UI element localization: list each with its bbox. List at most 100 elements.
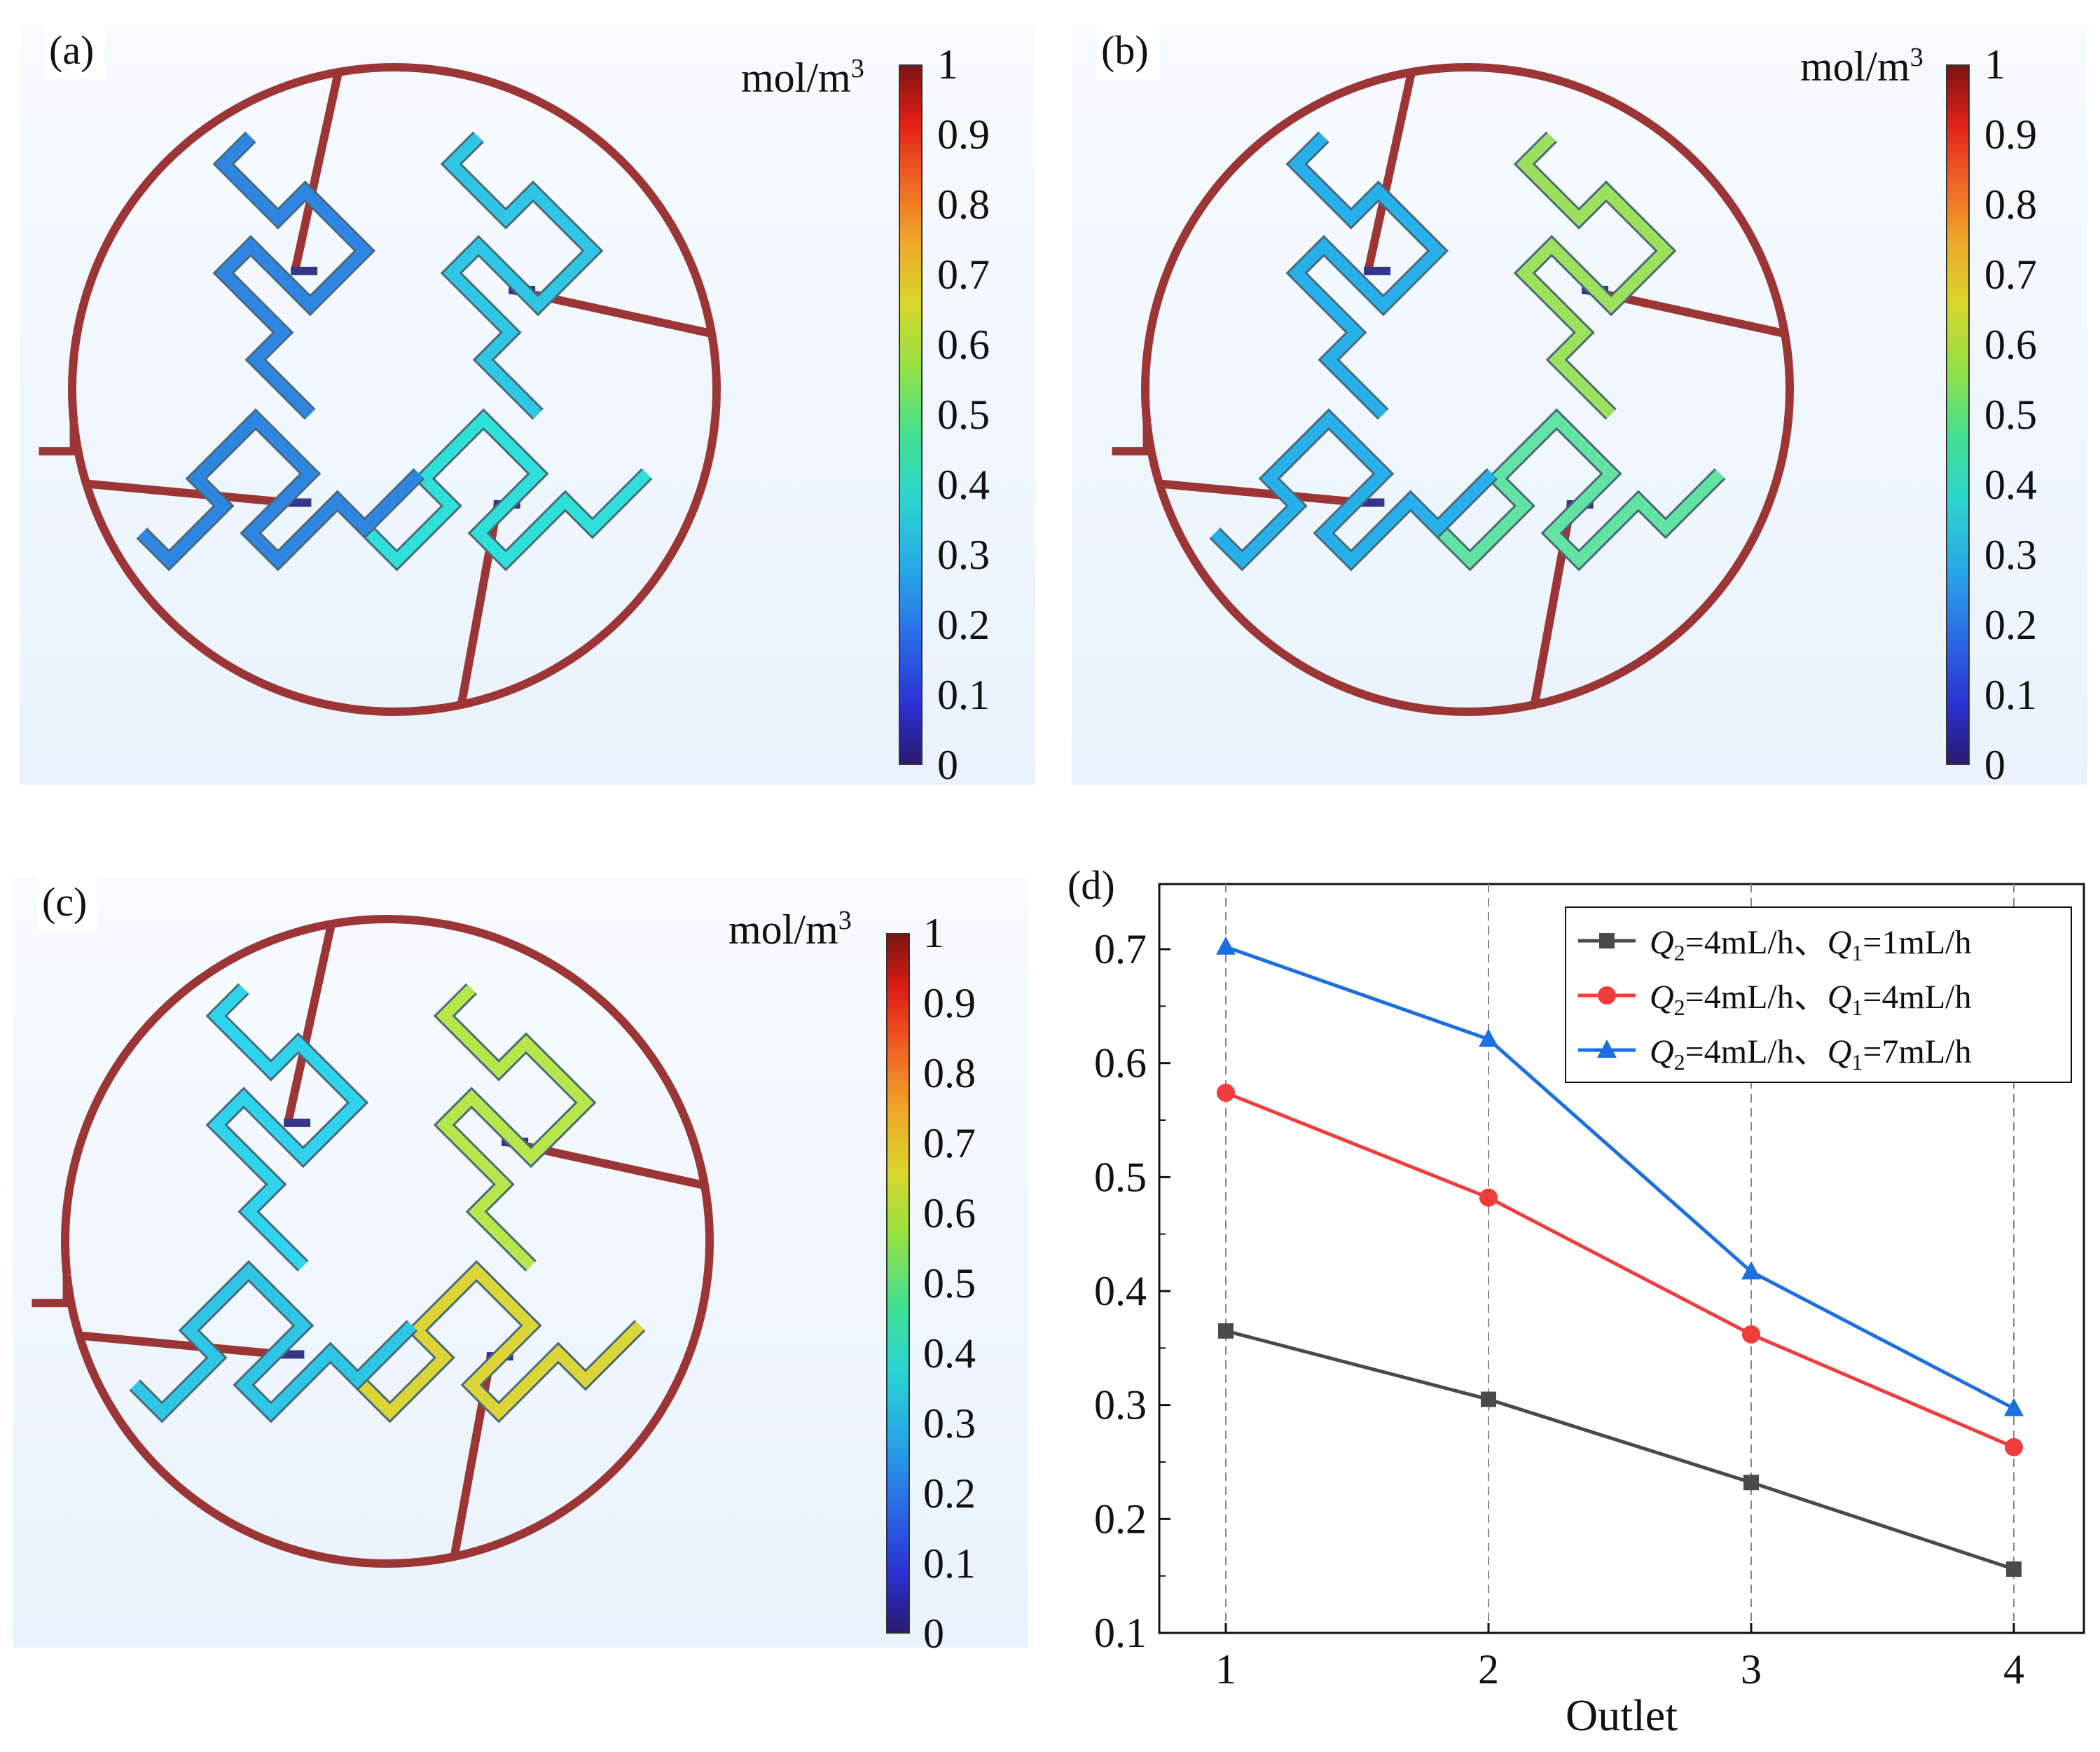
legend-label: Q2=4mL/h、Q1=7mL/h xyxy=(1650,1033,1971,1075)
colorbar-tick: 0 xyxy=(1984,742,2005,788)
spoke-channel xyxy=(291,71,343,273)
panel-c: (c) mol/m3 1 0.9 0.8 0.7 0.6 0.5 0.4 0.3 0.2 0.1 0 xyxy=(13,877,1028,1655)
colorbar-tick: 0.3 xyxy=(1984,532,2037,578)
serpentine-mixer xyxy=(1209,408,1498,572)
colorbar-tick: 0.8 xyxy=(1984,181,2037,228)
inlet-channel xyxy=(32,1275,71,1308)
inlet-channel xyxy=(1112,423,1152,456)
colorbar-tick: 0.8 xyxy=(923,1050,976,1096)
panel-label-a: (a) xyxy=(45,25,106,78)
serpentine-mixer xyxy=(440,131,604,420)
data-point xyxy=(1218,1323,1234,1339)
x-tick-label: 3 xyxy=(1741,1646,1762,1692)
colorbar-tick: 0.7 xyxy=(1984,251,2037,298)
panel-label-c: (c) xyxy=(38,877,99,930)
series-line xyxy=(1225,1091,2015,1449)
x-tick-label: 2 xyxy=(1478,1646,1499,1692)
simulation-b xyxy=(1112,63,1795,717)
spoke-channel xyxy=(78,1331,282,1359)
data-point xyxy=(1741,1261,1761,1280)
colorbar-tick: 0.7 xyxy=(937,251,990,298)
colorbar-unit-b: mol/m3 xyxy=(1800,43,1923,90)
outer-ring xyxy=(1141,63,1795,717)
colorbar-tick: 0.5 xyxy=(923,1260,976,1306)
colorbar-tick: 0.6 xyxy=(1984,322,2037,368)
data-point xyxy=(2005,1437,2023,1456)
junction-stub xyxy=(284,1118,311,1127)
panel-label-d: (d) xyxy=(1068,862,1115,908)
y-tick-label: 0.5 xyxy=(1094,1154,1147,1200)
x-tick-label: 1 xyxy=(1215,1646,1236,1692)
simulation-a xyxy=(39,63,721,717)
colorbar-tick: 0.2 xyxy=(923,1470,976,1517)
colorbar-tick: 0.4 xyxy=(937,462,990,508)
x-axis-label: Outlet xyxy=(1566,1690,1678,1740)
series-line xyxy=(1225,1329,2015,1571)
data-point xyxy=(2006,1561,2022,1577)
colorbar-tick: 0.1 xyxy=(923,1540,976,1587)
inlet-channel xyxy=(39,423,78,456)
colorbar-tick: 1 xyxy=(923,910,944,956)
serpentine-mixer xyxy=(205,983,369,1272)
spoke-channel xyxy=(1364,71,1416,273)
spoke-channel xyxy=(1159,479,1362,507)
spoke-channel xyxy=(85,479,289,507)
colorbar-tick: 0.9 xyxy=(923,980,976,1026)
legend-marker xyxy=(1598,986,1616,1005)
y-tick-label: 0.2 xyxy=(1094,1496,1147,1542)
colorbar-b xyxy=(1946,64,1970,765)
colorbar-unit-c: mol/m3 xyxy=(728,906,852,953)
junction-stub xyxy=(1364,266,1391,275)
colorbar-tick: 0.5 xyxy=(1984,392,2037,438)
y-tick-label: 0.3 xyxy=(1094,1382,1147,1428)
colorbar-tick: 0.9 xyxy=(1984,111,2037,158)
colorbar-tick: 0.6 xyxy=(937,322,990,368)
data-point xyxy=(1481,1391,1496,1407)
outer-ring xyxy=(61,915,714,1568)
colorbar-tick: 1 xyxy=(937,41,958,88)
serpentine-mixer xyxy=(136,408,425,572)
colorbar-tick: 0.5 xyxy=(937,392,990,438)
colorbar-tick: 0.4 xyxy=(923,1330,976,1377)
colorbar-tick: 0.1 xyxy=(1984,672,2037,718)
colorbar-tick: 0.2 xyxy=(1984,602,2037,648)
data-point xyxy=(1216,936,1236,955)
serpentine-mixer xyxy=(1437,408,1726,572)
series-line xyxy=(1225,945,2015,1410)
serpentine-mixer xyxy=(1513,131,1677,420)
data-point xyxy=(1217,1083,1235,1102)
colorbar-tick: 0.7 xyxy=(923,1120,976,1166)
y-tick-label: 0.4 xyxy=(1094,1268,1147,1314)
panel-label-b: (b) xyxy=(1097,25,1160,78)
serpentine-mixer xyxy=(212,131,376,420)
panel-a: (a) mol/m3 1 0.9 0.8 0.7 0.6 0.5 0.4 0.3 0.2 0.1 0 xyxy=(20,25,1035,788)
colorbar-tick: 1 xyxy=(1984,41,2005,88)
data-point xyxy=(2004,1398,2024,1416)
y-tick-label: 0.1 xyxy=(1094,1610,1147,1656)
serpentine-mixer xyxy=(364,408,653,572)
serpentine-mixer xyxy=(129,1260,418,1423)
x-tick-label: 4 xyxy=(2003,1646,2024,1692)
colorbar-tick: 0.1 xyxy=(937,672,990,718)
colorbar-tick: 0.3 xyxy=(937,532,990,578)
spoke-channel xyxy=(284,923,336,1124)
data-point xyxy=(1479,1028,1498,1047)
legend-label: Q2=4mL/h、Q1=4mL/h xyxy=(1650,979,1971,1020)
data-point xyxy=(1479,1188,1498,1207)
outer-ring xyxy=(68,63,721,717)
legend-marker xyxy=(1599,933,1615,949)
colorbar-unit-a: mol/m3 xyxy=(741,54,864,101)
legend-label: Q2=4mL/h、Q1=1mL/h xyxy=(1650,924,1971,965)
colorbar-tick: 0.9 xyxy=(937,111,990,158)
legend-box xyxy=(1565,906,2072,1083)
simulation-c xyxy=(32,915,714,1568)
data-point xyxy=(1742,1325,1760,1344)
legend-marker xyxy=(1597,1040,1617,1058)
colorbar-tick: 0.2 xyxy=(937,602,990,648)
serpentine-mixer xyxy=(433,983,597,1272)
colorbar-tick: 0 xyxy=(937,742,958,788)
y-tick-label: 0.6 xyxy=(1094,1040,1147,1087)
junction-stub xyxy=(291,266,318,275)
plot-frame xyxy=(1158,883,2085,1634)
colorbar-tick: 0.6 xyxy=(923,1190,976,1236)
